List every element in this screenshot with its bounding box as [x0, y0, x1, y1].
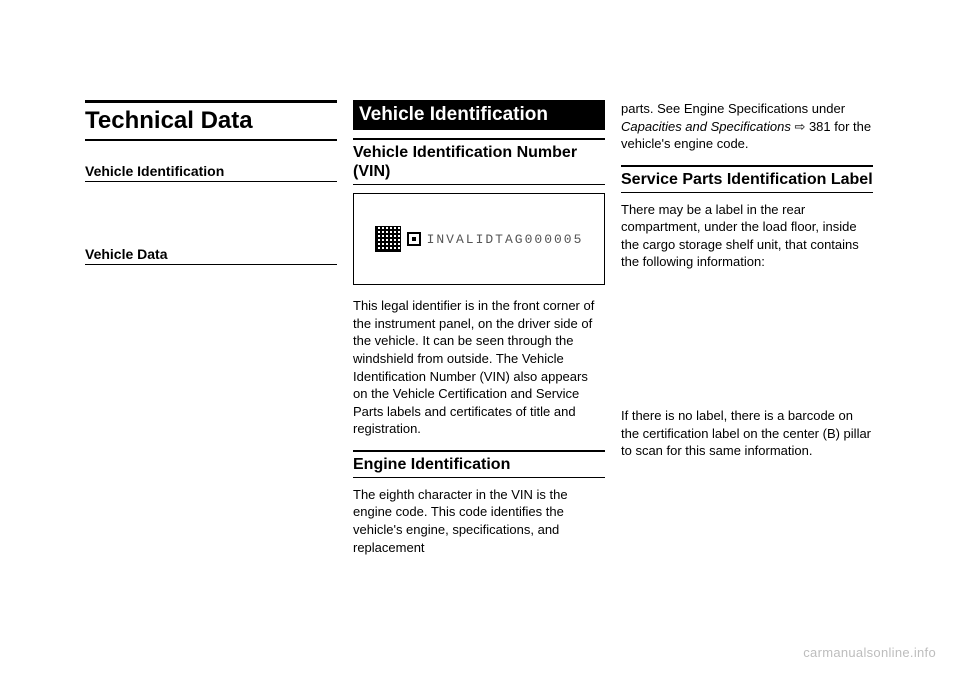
manual-page: Technical Data Vehicle Identification Ve…: [85, 100, 875, 564]
square-marker-icon: [407, 232, 421, 246]
watermark-text: carmanualsonline.info: [803, 645, 936, 660]
service-label-bullet-area: [621, 279, 873, 399]
section-heading-vehicle-identification: Vehicle Identification: [353, 100, 605, 130]
engine-description: The eighth character in the VIN is the e…: [353, 486, 605, 556]
column-2: Vehicle Identification Vehicle Identific…: [353, 100, 605, 564]
vin-description: This legal identifier is in the front co…: [353, 297, 605, 437]
page-reference: ⇨ 381: [791, 119, 831, 134]
service-label-intro: There may be a label in the rear compart…: [621, 201, 873, 271]
subheading-service-parts-label: Service Parts Identification Label: [621, 165, 873, 193]
toc-heading-vehicle-identification: Vehicle Identification: [85, 163, 337, 182]
page-title: Technical Data: [85, 100, 337, 141]
vin-sample-text: INVALIDTAG000005: [427, 232, 584, 247]
toc-heading-vehicle-data: Vehicle Data: [85, 246, 337, 265]
column-1: Technical Data Vehicle Identification Ve…: [85, 100, 337, 564]
toc-items-2: [85, 271, 337, 311]
subheading-vin: Vehicle Identification Number (VIN): [353, 138, 605, 185]
cont-prefix: parts. See Engine Specifications under: [621, 101, 845, 116]
cont-italic: Capacities and Specifications: [621, 119, 791, 134]
service-label-nolabel: If there is no label, there is a barcode…: [621, 407, 873, 460]
subheading-engine-identification: Engine Identification: [353, 450, 605, 478]
qr-code-icon: [375, 226, 401, 252]
engine-description-continued: parts. See Engine Specifications under C…: [621, 100, 873, 153]
column-3: parts. See Engine Specifications under C…: [621, 100, 873, 564]
vin-plate-figure: INVALIDTAG000005: [353, 193, 605, 285]
toc-items-1: [85, 188, 337, 228]
